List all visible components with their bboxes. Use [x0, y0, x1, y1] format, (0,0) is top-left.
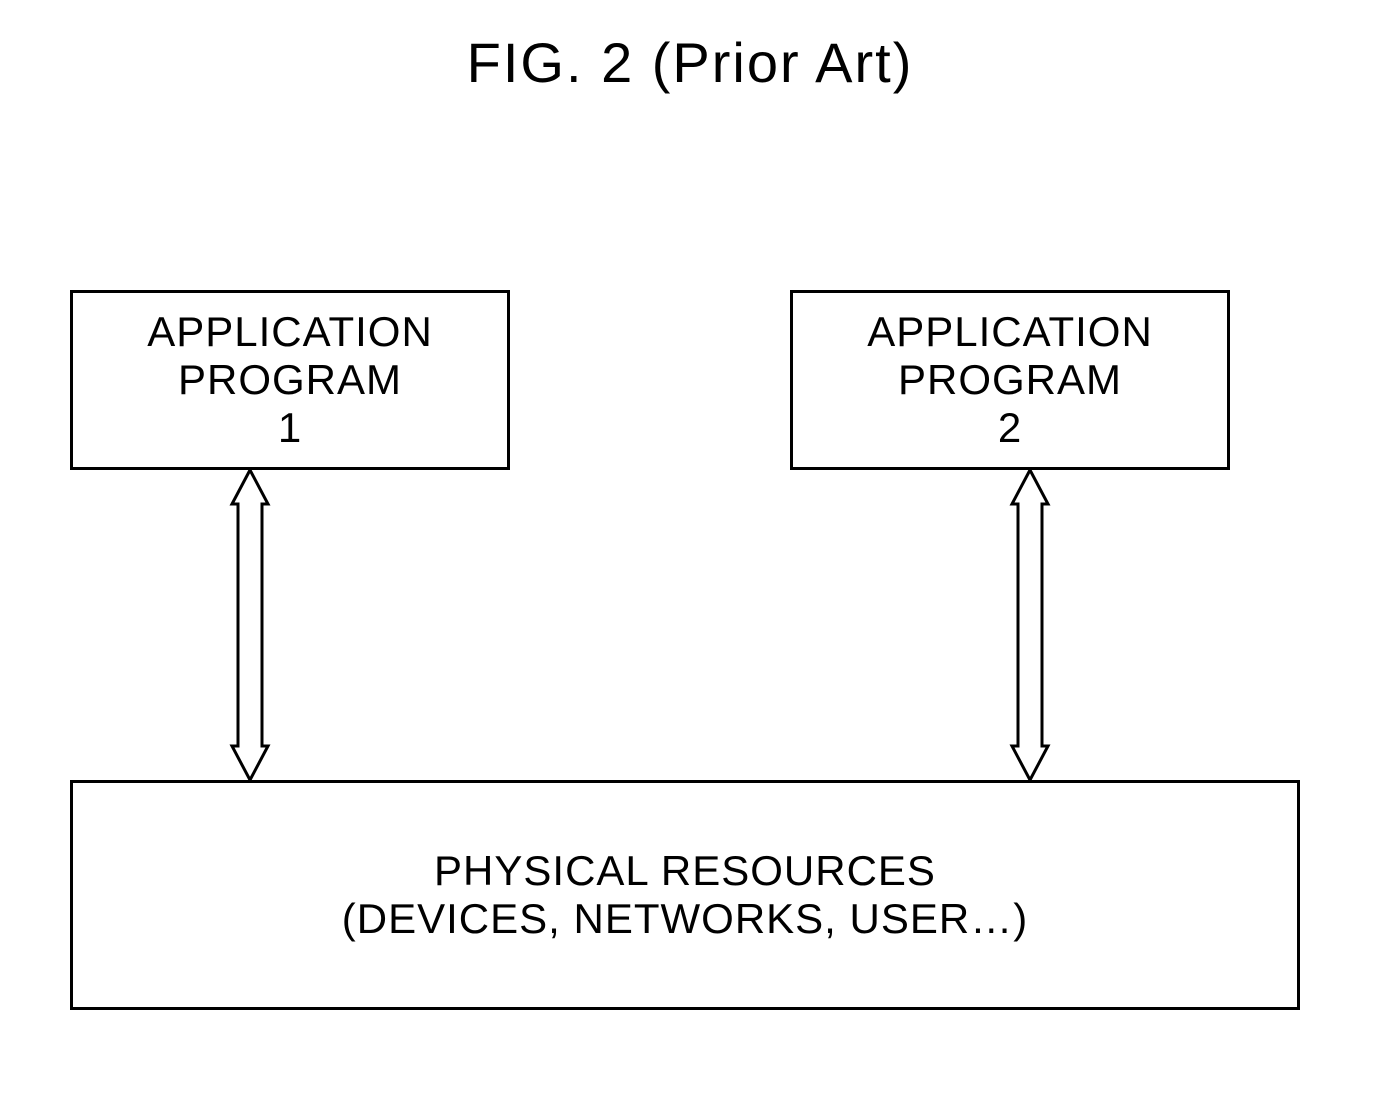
app2-line2: PROGRAM	[898, 356, 1122, 404]
application-program-2-box: APPLICATION PROGRAM 2	[790, 290, 1230, 470]
physical-resources-box: PHYSICAL RESOURCES (DEVICES, NETWORKS, U…	[70, 780, 1300, 1010]
application-program-1-box: APPLICATION PROGRAM 1	[70, 290, 510, 470]
bidirectional-arrow-2-icon	[1000, 468, 1060, 782]
resources-line1: PHYSICAL RESOURCES	[434, 847, 936, 895]
app1-line1: APPLICATION	[147, 308, 433, 356]
app1-line3: 1	[278, 404, 302, 452]
app2-line1: APPLICATION	[867, 308, 1153, 356]
resources-line2: (DEVICES, NETWORKS, USER…)	[342, 895, 1028, 943]
bidirectional-arrow-1-icon	[220, 468, 280, 782]
app2-line3: 2	[998, 404, 1022, 452]
app1-line2: PROGRAM	[178, 356, 402, 404]
figure-title: FIG. 2 (Prior Art)	[0, 30, 1380, 95]
